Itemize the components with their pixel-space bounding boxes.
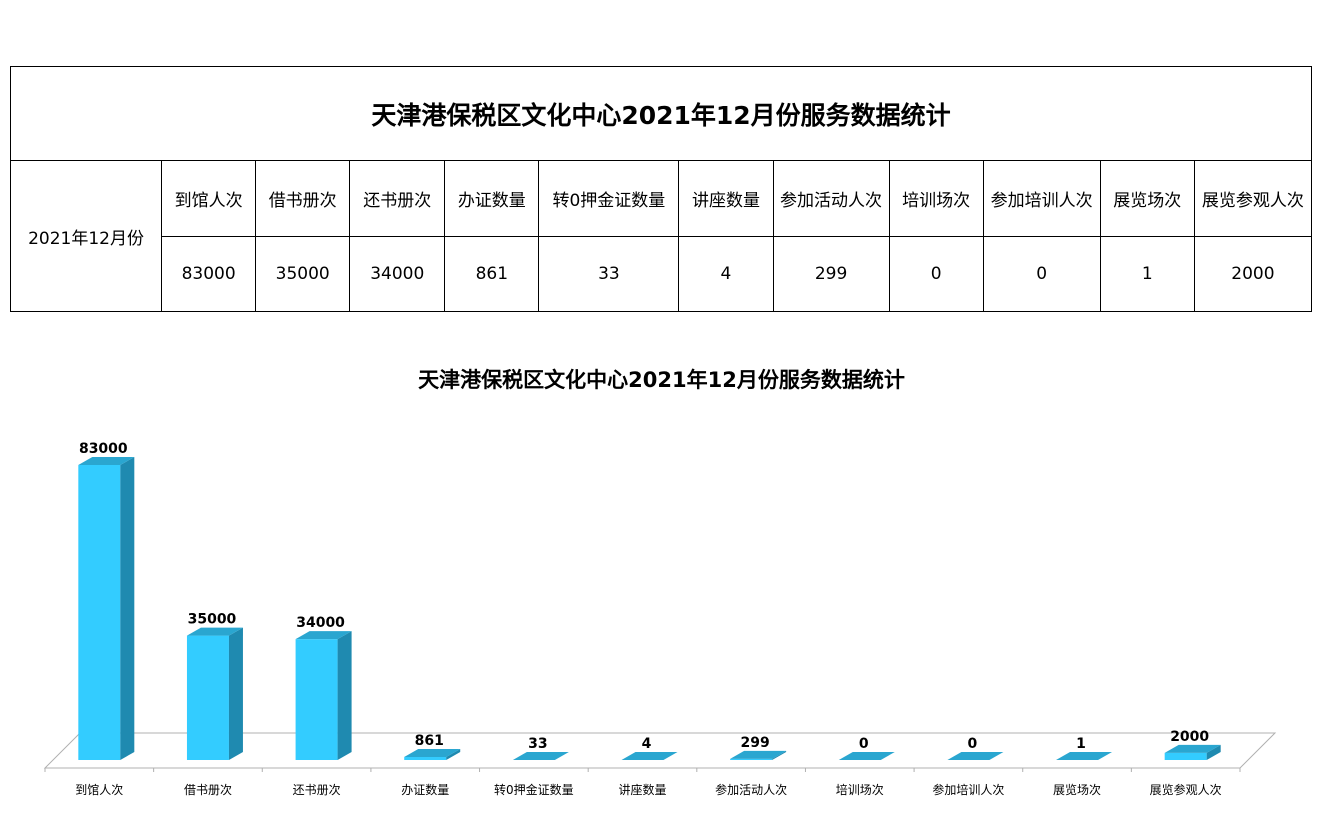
bar-top: [1164, 744, 1221, 753]
bar-top: [838, 752, 895, 760]
bar-top: [1056, 752, 1113, 760]
category-label: 到馆人次: [75, 782, 123, 797]
bar-side: [1206, 744, 1221, 760]
header-cell: 还书册次: [349, 160, 446, 237]
value-cell: 861: [444, 236, 540, 312]
bar-side: [337, 631, 352, 760]
bar-value-label: 0: [968, 736, 978, 752]
value-cell: 2000: [1193, 236, 1313, 312]
header-cell: 借书册次: [255, 160, 351, 237]
bar: [730, 758, 773, 760]
value-cell: 299: [772, 236, 890, 312]
bar-top: [947, 752, 1004, 760]
bar-side: [772, 750, 787, 760]
table-value-row: 83000 35000 34000 861 33 4 299 0 0 1 200…: [11, 236, 1313, 312]
table-title: 天津港保税区文化中心2021年12月份服务数据统计: [10, 66, 1312, 161]
bar: [78, 465, 121, 760]
header-cell: 参加培训人次: [982, 160, 1101, 237]
bar-side: [120, 457, 135, 760]
bar-value-label: 0: [859, 736, 869, 752]
bar-value-label: 4: [642, 736, 652, 752]
value-cell: 0: [982, 236, 1101, 312]
bar-value-label: 2000: [1170, 729, 1209, 745]
category-label: 培训场次: [836, 782, 884, 797]
bar: [186, 635, 229, 760]
category-label: 展览参观人次: [1150, 782, 1222, 797]
bar: [404, 756, 447, 760]
bar-value-label: 861: [415, 733, 444, 749]
category-label: 参加活动人次: [715, 782, 787, 797]
row-label: 2021年12月份: [9, 160, 163, 312]
value-cell: 35000: [255, 236, 351, 312]
header-cell: 办证数量: [444, 160, 540, 237]
category-label: 参加培训人次: [932, 782, 1004, 797]
chart-title: 天津港保税区文化中心2021年12月份服务数据统计: [418, 368, 905, 392]
header-cell: 展览参观人次: [1193, 160, 1313, 237]
bar-top: [730, 750, 787, 759]
bar-value-label: 1: [1076, 736, 1086, 752]
bar-value-label: 83000: [79, 441, 128, 457]
value-cell: 83000: [161, 236, 257, 312]
value-cell: 1: [1099, 236, 1195, 312]
bar-top: [621, 752, 678, 760]
bar-side: [228, 627, 243, 760]
header-cell: 讲座数量: [678, 160, 774, 237]
table-header-row: 2021年12月份 到馆人次 借书册次 还书册次 办证数量 转0押金证数量 讲座…: [9, 160, 1313, 312]
category-label: 办证数量: [401, 782, 449, 797]
stats-table: 天津港保税区文化中心2021年12月份服务数据统计 2021年12月份 到馆人次…: [9, 66, 1313, 312]
value-cell: 0: [888, 236, 984, 312]
bar-top: [78, 457, 135, 465]
bar-value-label: 35000: [188, 612, 237, 628]
category-label: 展览场次: [1053, 782, 1101, 797]
bar-value-label: 299: [741, 735, 770, 751]
category-label: 转0押金证数量: [494, 782, 574, 797]
bar: [1164, 752, 1207, 760]
bar-top: [295, 631, 352, 640]
category-label: 还书册次: [293, 783, 341, 797]
header-cell: 培训场次: [888, 160, 984, 237]
bar-top: [186, 627, 243, 636]
bar-value-label: 34000: [296, 615, 345, 631]
value-cell: 33: [538, 236, 680, 312]
bar-value-label: 33: [528, 736, 547, 752]
category-label: 讲座数量: [618, 782, 666, 797]
header-cell: 参加活动人次: [772, 160, 890, 237]
bar-side: [446, 748, 461, 760]
bar-top: [512, 752, 569, 760]
header-cell: 转0押金证数量: [538, 160, 680, 237]
value-cell: 4: [678, 236, 774, 312]
bar: [295, 639, 338, 760]
category-label: 借书册次: [184, 783, 232, 797]
bar-top: [404, 748, 461, 757]
